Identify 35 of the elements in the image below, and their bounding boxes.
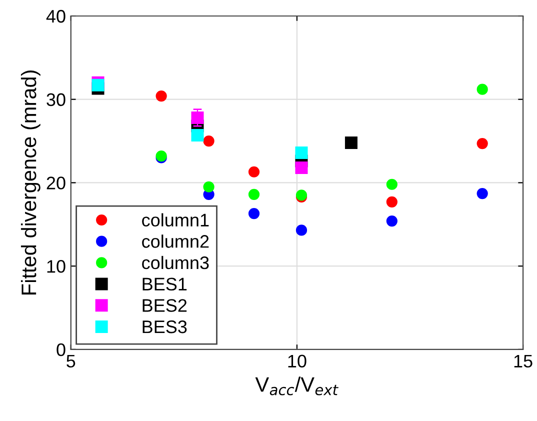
legend-label: BES2 bbox=[142, 299, 187, 312]
point bbox=[476, 138, 488, 150]
legend-label: BES3 bbox=[142, 320, 187, 334]
y-tick-label: 0 bbox=[56, 343, 66, 356]
point bbox=[203, 135, 214, 147]
point bbox=[296, 224, 308, 236]
point bbox=[476, 188, 488, 200]
point bbox=[191, 111, 204, 124]
point bbox=[191, 128, 204, 142]
legend-label: column1 bbox=[142, 213, 209, 226]
point bbox=[248, 208, 260, 220]
y-tick-label: 40 bbox=[46, 10, 66, 23]
x-tick-label: 10 bbox=[288, 354, 306, 368]
point bbox=[386, 196, 398, 208]
point bbox=[295, 146, 308, 159]
point bbox=[203, 181, 214, 192]
legend-label: column2 bbox=[142, 234, 209, 248]
point bbox=[344, 136, 358, 149]
y-tick-label: 20 bbox=[46, 176, 66, 190]
point bbox=[156, 90, 167, 102]
legend-label: BES1 bbox=[142, 278, 187, 291]
point bbox=[248, 166, 260, 178]
point bbox=[386, 178, 398, 190]
point bbox=[295, 161, 308, 174]
x-tick-label: 15 bbox=[514, 354, 532, 368]
point bbox=[92, 78, 104, 92]
x-axis-title: V$_{acc}$/V$_{ext}$ bbox=[255, 376, 338, 396]
y-tick-label: 10 bbox=[47, 260, 66, 273]
y-axis-title: Fitted divergence (mrad) bbox=[20, 70, 40, 294]
point bbox=[386, 216, 398, 227]
point bbox=[248, 188, 260, 200]
y-tick-label: 30 bbox=[46, 93, 66, 106]
point bbox=[476, 84, 488, 95]
legend-label: column3 bbox=[142, 256, 209, 270]
x-tick-label: 5 bbox=[66, 354, 76, 368]
